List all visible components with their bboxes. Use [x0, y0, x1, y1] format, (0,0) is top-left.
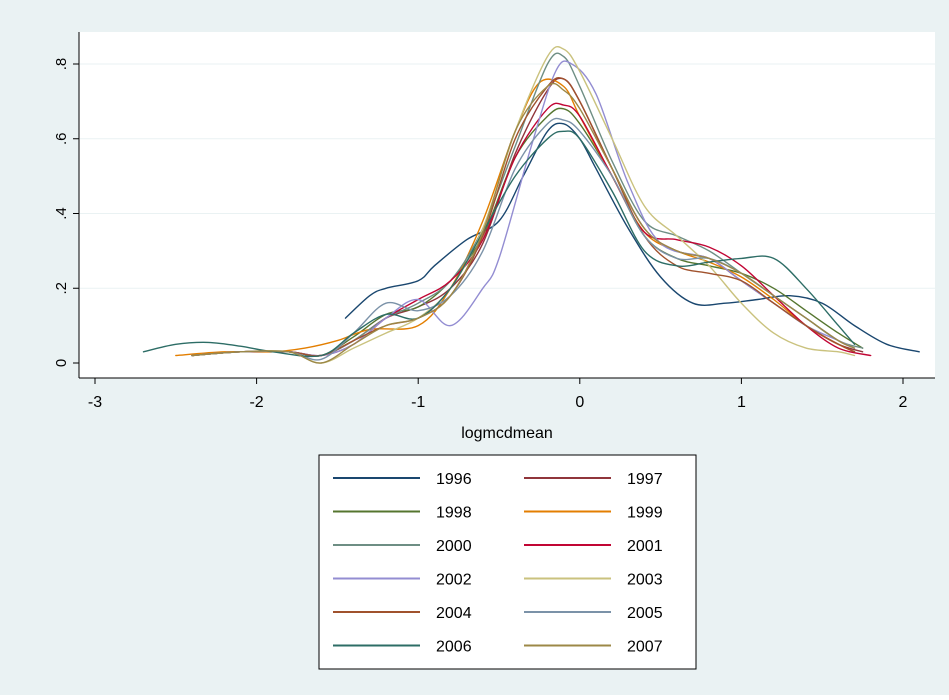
axes	[78, 32, 935, 379]
plot-area	[79, 32, 935, 378]
legend-label-1999: 1999	[627, 505, 663, 522]
legend-label-2005: 2005	[627, 605, 663, 622]
grid-lines	[80, 63, 935, 289]
series-line-2002	[191, 60, 856, 357]
legend-label-2006: 2006	[436, 639, 472, 656]
series-line-1996	[344, 122, 920, 353]
y-tick-label-2: .4	[53, 207, 70, 220]
series-line-2006	[142, 130, 856, 358]
legend-label-2000: 2000	[436, 538, 472, 555]
series-line-2003	[191, 46, 856, 364]
series-line-1999	[175, 78, 856, 357]
x-axis-title: logmcdmean	[461, 425, 553, 442]
legend-label-2004: 2004	[436, 605, 472, 622]
ticks: 0 .2 .4 .6 .8 -3 -2 -1 0 1 2	[53, 58, 908, 411]
y-tick-label-0: 0	[53, 359, 70, 367]
y-tick-label-4: .8	[53, 58, 70, 71]
series-lines	[142, 46, 920, 364]
x-tick-label-4: 1	[737, 394, 746, 411]
x-tick-label-3: 0	[575, 394, 584, 411]
series-line-2007	[191, 82, 856, 364]
legend-box	[318, 454, 697, 670]
legend-label-1996: 1996	[436, 471, 472, 488]
legend-label-1997: 1997	[627, 471, 663, 488]
legend-label-2001: 2001	[627, 538, 663, 555]
legend-label-2002: 2002	[436, 572, 472, 589]
x-tick-label-5: 2	[899, 394, 908, 411]
series-line-2004	[191, 76, 856, 357]
x-tick-label-1: -2	[249, 394, 263, 411]
y-tick-label-3: .6	[53, 132, 70, 145]
x-tick-label-0: -3	[88, 394, 102, 411]
legend-label-2007: 2007	[627, 639, 663, 656]
legend-label-2003: 2003	[627, 572, 663, 589]
x-tick-label-2: -1	[411, 394, 425, 411]
y-tick-label-1: .2	[53, 282, 70, 295]
legend: 1996 1997 1998 1999 2000 2001 2002 2003 2004 2005…	[318, 454, 697, 670]
legend-label-1998: 1998	[436, 505, 472, 522]
